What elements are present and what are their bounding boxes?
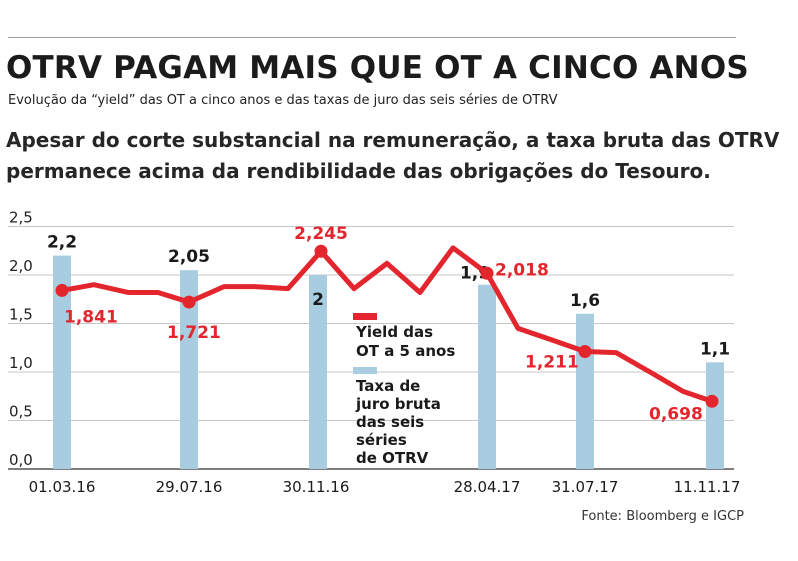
legend-bar-label-2: juro bruta — [355, 395, 441, 413]
bar-value-label: 1,6 — [570, 291, 600, 311]
line-series: 1,841 1,721 2,245 2,018 1,211 0,698 — [55, 224, 719, 424]
legend-line-label-1: Yield das — [355, 323, 433, 341]
legend-bar-label-3: das seis — [356, 413, 424, 431]
y-tick-label: 0,0 — [9, 451, 33, 469]
legend-bar-label-1: Taxa de — [356, 377, 420, 395]
x-tick-label: 29.07.16 — [156, 478, 223, 496]
bar — [478, 284, 496, 469]
chart-title: OTRV PAGAM MAIS QUE OT A CINCO ANOS — [6, 50, 749, 86]
bar — [576, 313, 594, 469]
yield-marker — [578, 345, 592, 359]
source-note: Fonte: Bloomberg e IGCP — [581, 509, 744, 524]
legend-bar-label-5: de OTRV — [356, 449, 429, 467]
yield-value-label: 1,841 — [64, 307, 118, 327]
yield-marker — [705, 394, 719, 408]
yield-value-label: 0,698 — [649, 404, 703, 424]
yield-value-label: 2,245 — [294, 224, 348, 244]
x-tick-label: 11.11.17 — [674, 478, 741, 496]
yield-value-label: 1,721 — [167, 323, 221, 343]
x-axis: 01.03.16 29.07.16 30.11.16 28.04.17 31.07.17… — [29, 478, 741, 496]
bar-value-label: 2,05 — [168, 247, 210, 267]
chart-subtitle: Evolução da “yield” das OT a cinco anos … — [8, 93, 558, 108]
y-tick-label: 1,0 — [9, 354, 33, 372]
legend-bar-swatch — [353, 367, 377, 374]
lead-text: Apesar do corte substancial na remuneraç… — [6, 125, 780, 187]
bar — [706, 362, 724, 469]
x-tick-label: 31.07.17 — [552, 478, 619, 496]
bar-value-label: 1,1 — [700, 339, 730, 359]
yield-value-label: 1,211 — [525, 353, 579, 373]
yield-line — [59, 245, 715, 404]
y-axis: 0,0 0,5 1,0 1,5 2,0 2,5 — [9, 209, 33, 470]
yield-marker — [55, 283, 69, 297]
y-tick-label: 2,5 — [9, 209, 33, 227]
lead-line-1: Apesar do corte substancial na remuneraç… — [6, 128, 780, 152]
y-tick-label: 0,5 — [9, 403, 33, 421]
bar-value-label: 2,2 — [47, 233, 77, 253]
legend: Yield das OT a 5 anos Taxa de juro bruta… — [353, 313, 455, 467]
yield-marker — [314, 244, 328, 258]
bar — [53, 255, 71, 469]
bar-value-label: 2 — [312, 290, 324, 310]
legend-line-label-2: OT a 5 anos — [356, 342, 455, 360]
x-tick-label: 30.11.16 — [283, 478, 350, 496]
y-tick-label: 2,0 — [9, 257, 33, 275]
x-tick-label: 28.04.17 — [454, 478, 521, 496]
bar — [180, 270, 198, 469]
legend-line-swatch — [353, 313, 377, 320]
lead-line-2: permanece acima da rendibilidade das obr… — [6, 159, 711, 183]
yield-marker — [480, 266, 494, 280]
top-rule — [8, 37, 736, 38]
bar — [309, 275, 327, 469]
y-tick-label: 1,5 — [9, 306, 33, 324]
x-tick-label: 01.03.16 — [29, 478, 96, 496]
yield-value-label: 2,018 — [495, 260, 549, 280]
yield-marker — [182, 295, 196, 309]
legend-bar-label-4: séries — [356, 431, 407, 449]
